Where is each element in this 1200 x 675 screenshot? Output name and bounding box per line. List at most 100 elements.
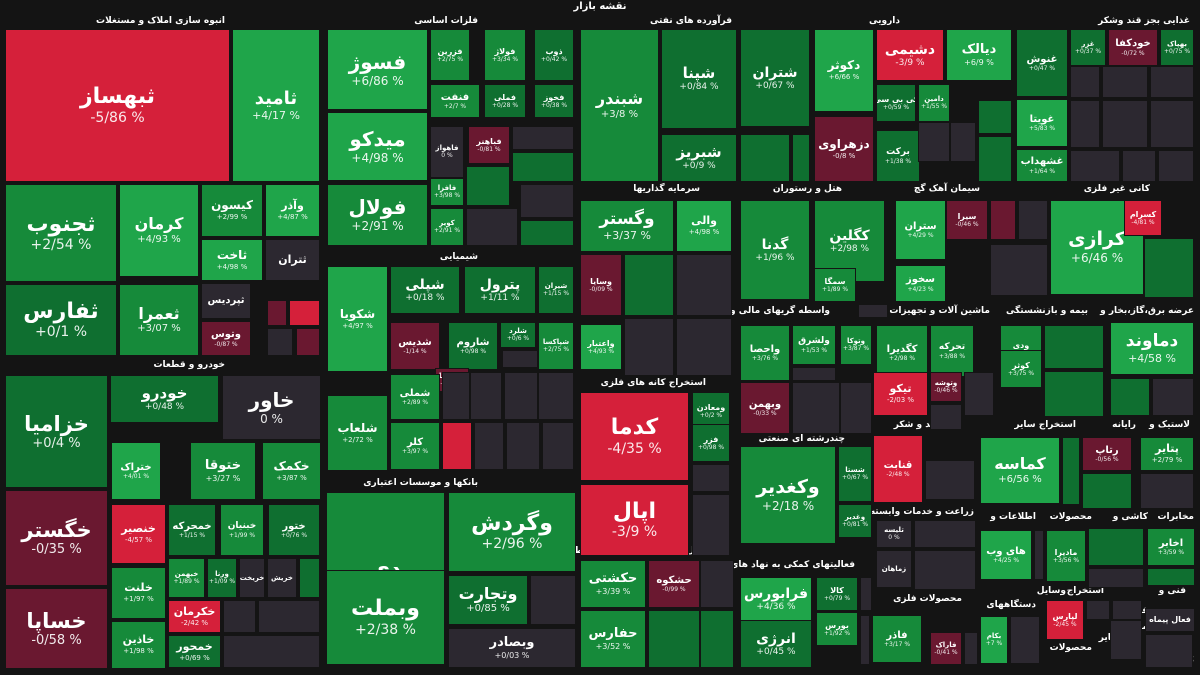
stock-tile[interactable]: ستران +4/29 %	[895, 200, 946, 260]
stock-tile[interactable]: کسرام -4/81 %	[1124, 200, 1162, 236]
stock-tile[interactable]: ثپردیس	[201, 283, 251, 319]
minor-stock-cell[interactable]	[223, 635, 320, 668]
minor-stock-cell[interactable]	[930, 404, 962, 430]
stock-tile[interactable]: کوثر +3/75 %	[1000, 350, 1042, 388]
stock-tile[interactable]: کیسون +2/99 %	[201, 184, 263, 237]
minor-stock-cell[interactable]	[918, 122, 950, 162]
stock-tile[interactable]: حشکوه -0/99 %	[648, 560, 700, 608]
stock-tile[interactable]: اپال -3/9 %	[580, 484, 689, 556]
minor-stock-cell[interactable]	[223, 600, 256, 633]
stock-tile[interactable]: شملی +2/89 %	[390, 374, 440, 420]
minor-stock-cell[interactable]	[914, 520, 976, 548]
stock-tile[interactable]: برکت +1/38 %	[876, 130, 920, 182]
minor-stock-cell[interactable]	[858, 304, 888, 318]
stock-tile[interactable]: ثتران	[265, 239, 320, 281]
stock-tile[interactable]: خمحرکه +1/15 %	[168, 504, 216, 556]
stock-tile[interactable]: لپارس -2/45 %	[1046, 600, 1084, 640]
stock-tile[interactable]: فاهواز 0 %	[430, 126, 464, 178]
minor-stock-cell[interactable]	[624, 254, 674, 316]
stock-tile[interactable]: خبهمن +1/89 %	[168, 558, 205, 598]
minor-stock-cell[interactable]	[1044, 325, 1104, 369]
stock-tile[interactable]: کماسه +6/56 %	[980, 437, 1060, 504]
stock-tile[interactable]: خریخت	[239, 558, 265, 598]
minor-stock-cell[interactable]	[1070, 150, 1120, 182]
stock-tile[interactable]: خبنیان +1/99 %	[220, 504, 264, 556]
minor-stock-cell[interactable]	[624, 318, 674, 376]
stock-tile[interactable]: سخوز +4/23 %	[895, 265, 946, 302]
minor-stock-cell[interactable]	[530, 575, 576, 625]
stock-tile[interactable]: شلعاب +2/72 %	[327, 395, 388, 471]
stock-tile[interactable]: خگستر -0/35 %	[5, 490, 108, 586]
minor-stock-cell[interactable]	[1122, 150, 1156, 182]
stock-tile[interactable]: واعتبار +4/93 %	[580, 324, 622, 370]
minor-stock-cell[interactable]	[520, 184, 574, 218]
minor-stock-cell[interactable]	[990, 244, 1048, 296]
minor-stock-cell[interactable]	[1034, 530, 1044, 580]
minor-stock-cell[interactable]	[676, 254, 732, 316]
stock-tile[interactable]: کرمان +4/93 %	[119, 184, 199, 277]
stock-tile[interactable]: شبریز +0/9 %	[661, 134, 737, 182]
minor-stock-cell[interactable]	[1082, 473, 1132, 509]
stock-tile[interactable]: وآذر +4/87 %	[265, 184, 320, 237]
stock-tile[interactable]: وگستر +3/37 %	[580, 200, 674, 252]
stock-tile[interactable]: فولال +2/91 %	[327, 184, 428, 246]
stock-tile[interactable]: پتایر +2/79 %	[1140, 437, 1194, 471]
minor-stock-cell[interactable]	[512, 152, 574, 182]
stock-tile[interactable]: وگردش +2/96 %	[448, 492, 576, 572]
minor-stock-cell[interactable]	[1110, 620, 1142, 660]
minor-stock-cell[interactable]	[1145, 634, 1193, 668]
minor-stock-cell[interactable]	[1112, 600, 1142, 620]
minor-stock-cell[interactable]	[860, 615, 870, 665]
minor-stock-cell[interactable]	[792, 382, 840, 434]
stock-tile[interactable]: قنابت -2/48 %	[873, 435, 923, 503]
stock-tile[interactable]: خکمک +3/87 %	[262, 442, 321, 500]
minor-stock-cell[interactable]	[1147, 568, 1195, 586]
minor-stock-cell[interactable]	[978, 136, 1012, 182]
stock-tile[interactable]: وکغدیر +2/18 %	[740, 446, 836, 544]
minor-stock-cell[interactable]	[506, 422, 540, 470]
stock-tile[interactable]: غنوش +0/47 %	[1016, 29, 1068, 97]
minor-stock-cell[interactable]	[964, 372, 994, 416]
stock-tile[interactable]: دامین +1/55 %	[918, 84, 950, 122]
stock-tile[interactable]: زماهان	[876, 550, 912, 588]
minor-stock-cell[interactable]	[267, 300, 287, 326]
stock-tile[interactable]: کویر +2/91 %	[430, 208, 464, 246]
stock-tile[interactable]: وبهمن -0/33 %	[740, 382, 790, 434]
stock-tile[interactable]: ومعادن +0/2 %	[692, 392, 730, 430]
minor-stock-cell[interactable]	[914, 550, 976, 590]
stock-tile[interactable]: اخابر +3/59 %	[1147, 528, 1195, 566]
stock-tile[interactable]: غویتا +5/83 %	[1016, 99, 1068, 147]
stock-tile[interactable]: ثجنوب +2/54 %	[5, 184, 117, 282]
minor-stock-cell[interactable]	[296, 328, 320, 356]
stock-tile[interactable]: خساپا -0/58 %	[5, 588, 108, 669]
stock-tile[interactable]: خریش	[267, 558, 297, 598]
minor-stock-cell[interactable]	[258, 600, 320, 633]
minor-stock-cell[interactable]	[1070, 66, 1100, 98]
stock-tile[interactable]: ختور +0/76 %	[268, 504, 320, 556]
stock-tile[interactable]: بکام +7 %	[980, 616, 1008, 664]
stock-tile[interactable]: شستا +0/67 %	[838, 446, 872, 502]
stock-tile[interactable]: تیکو -2/03 %	[873, 372, 928, 416]
minor-stock-cell[interactable]	[442, 422, 472, 470]
minor-stock-cell[interactable]	[474, 422, 504, 470]
stock-tile[interactable]: دشیمی -3/9 %	[876, 29, 944, 81]
minor-stock-cell[interactable]	[676, 318, 732, 376]
minor-stock-cell[interactable]	[740, 134, 790, 182]
stock-tile[interactable]: ثامید +4/17 %	[232, 29, 320, 182]
stock-tile[interactable]: خودکفا -0/72 %	[1108, 29, 1158, 66]
stock-tile[interactable]: شپلی +0/18 %	[390, 266, 460, 314]
minor-stock-cell[interactable]	[542, 422, 574, 470]
minor-stock-cell[interactable]	[1102, 66, 1148, 98]
stock-tile[interactable]: خودرو +0/48 %	[110, 375, 219, 423]
minor-stock-cell[interactable]	[1144, 238, 1194, 298]
stock-tile[interactable]: سمگا +1/89 %	[814, 268, 856, 302]
stock-tile[interactable]: وغدیر +0/81 %	[838, 504, 872, 538]
stock-tile[interactable]: شیران +1/15 %	[538, 266, 574, 314]
stock-tile[interactable]: کی بی سی+0/59 %	[876, 84, 916, 122]
minor-stock-cell[interactable]	[442, 372, 470, 420]
minor-stock-cell[interactable]	[1088, 528, 1144, 566]
minor-stock-cell[interactable]	[538, 372, 574, 420]
stock-tile[interactable]: ذوب +0/42 %	[534, 29, 574, 81]
stock-tile[interactable]: والی +4/98 %	[676, 200, 732, 252]
stock-tile[interactable]: شبندر +3/8 %	[580, 29, 659, 182]
